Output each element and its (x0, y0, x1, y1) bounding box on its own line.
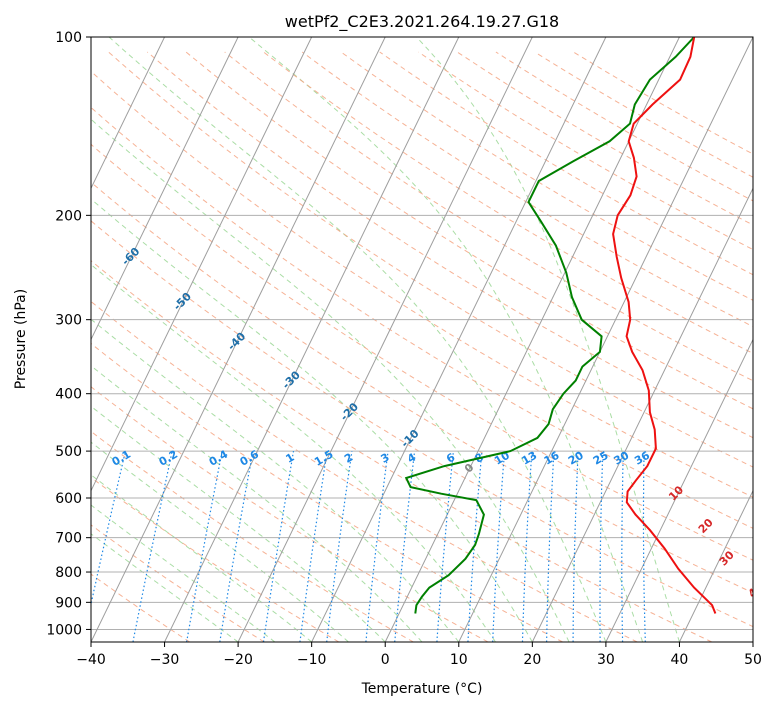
dry-adiabat-line (91, 386, 489, 642)
x-tick-label: 0 (381, 652, 390, 668)
isotherm-line (237, 37, 533, 642)
moist-adiabats (91, 37, 680, 642)
y-tick-label: 200 (55, 208, 82, 224)
plot-area (91, 37, 753, 642)
x-tick-label: −40 (76, 652, 106, 668)
x-tick-label: 40 (671, 652, 689, 668)
y-tick-label: 100 (55, 30, 82, 46)
dewpoint-line (404, 37, 695, 614)
isotherm-line (605, 338, 753, 642)
isotherm-line (458, 37, 753, 642)
isobars-grid (91, 37, 753, 630)
moist-adiabat-line (91, 198, 533, 642)
y-tick-label: 300 (55, 313, 82, 329)
y-tick-label: 700 (55, 531, 82, 547)
x-tick-label: 50 (744, 652, 762, 668)
dry-adiabats (91, 51, 753, 642)
y-axis-label: Pressure (hPa) (13, 289, 29, 389)
isotherm-line (531, 187, 753, 642)
dry-adiabat-line (146, 51, 753, 439)
dry-adiabat-line (91, 573, 190, 642)
dry-adiabat-line (91, 106, 753, 529)
temperature-line (612, 37, 717, 614)
mixing-ratio-line (365, 451, 389, 642)
dry-adiabat-line (91, 476, 340, 642)
dry-adiabat-line (91, 430, 414, 642)
moist-adiabat-line (91, 441, 349, 642)
isotherm-line (311, 37, 607, 642)
x-tick-label: 20 (523, 652, 541, 668)
isotherm-line (91, 37, 166, 190)
plot-frame (90, 36, 754, 643)
chart-title: wetPf2_C2E3.2021.264.19.27.G18 (285, 12, 559, 32)
moist-adiabat-line (91, 118, 570, 642)
x-axis: −40 −30 −20 −10 0 10 20 30 40 50 (76, 642, 762, 668)
moist-adiabat-line (91, 405, 386, 642)
x-tick-label: 10 (450, 652, 468, 668)
dry-adiabat-line (91, 300, 638, 642)
moist-adiabat-line (108, 37, 607, 642)
dry-adiabat-line (224, 51, 753, 382)
y-tick-label: 500 (55, 444, 82, 460)
x-tick-label: −20 (223, 652, 253, 668)
y-tick-label: 800 (55, 565, 82, 581)
mixing-ratio-line (326, 451, 353, 642)
x-tick-label: 30 (597, 652, 615, 668)
y-tick-label: 900 (55, 595, 82, 611)
isotherm-line (91, 37, 313, 492)
x-axis-label: Temperature (°C) (361, 681, 483, 697)
dry-adiabat-line (91, 181, 753, 594)
profiles (404, 37, 717, 614)
isotherm-line (678, 489, 753, 642)
isotherm-line (91, 37, 386, 642)
y-tick-label: 1000 (46, 622, 82, 638)
moist-adiabat-line (91, 263, 496, 642)
moist-adiabat-line (91, 365, 423, 642)
x-tick-label: −10 (297, 652, 327, 668)
mixing-ratio-line (394, 451, 416, 642)
moist-adiabat-line (248, 37, 644, 642)
dry-adiabat-line (91, 70, 753, 498)
y-tick-label: 600 (55, 491, 82, 507)
isotherm-line (164, 37, 460, 642)
moist-adiabat-line (91, 318, 460, 642)
moist-adiabat-line (416, 37, 680, 642)
dry-adiabat-line (91, 342, 563, 642)
dry-adiabat-line (91, 143, 753, 561)
y-axis: 100 200 300 400 500 600 700 800 900 1000 (46, 30, 91, 638)
x-tick-label: −30 (150, 652, 180, 668)
mixing-ratio-line (299, 451, 328, 642)
dry-adiabat-line (301, 51, 753, 328)
mixing-ratio-line (262, 450, 295, 642)
y-tick-label: 400 (55, 387, 82, 403)
dry-adiabat-label: 40 (746, 580, 766, 600)
